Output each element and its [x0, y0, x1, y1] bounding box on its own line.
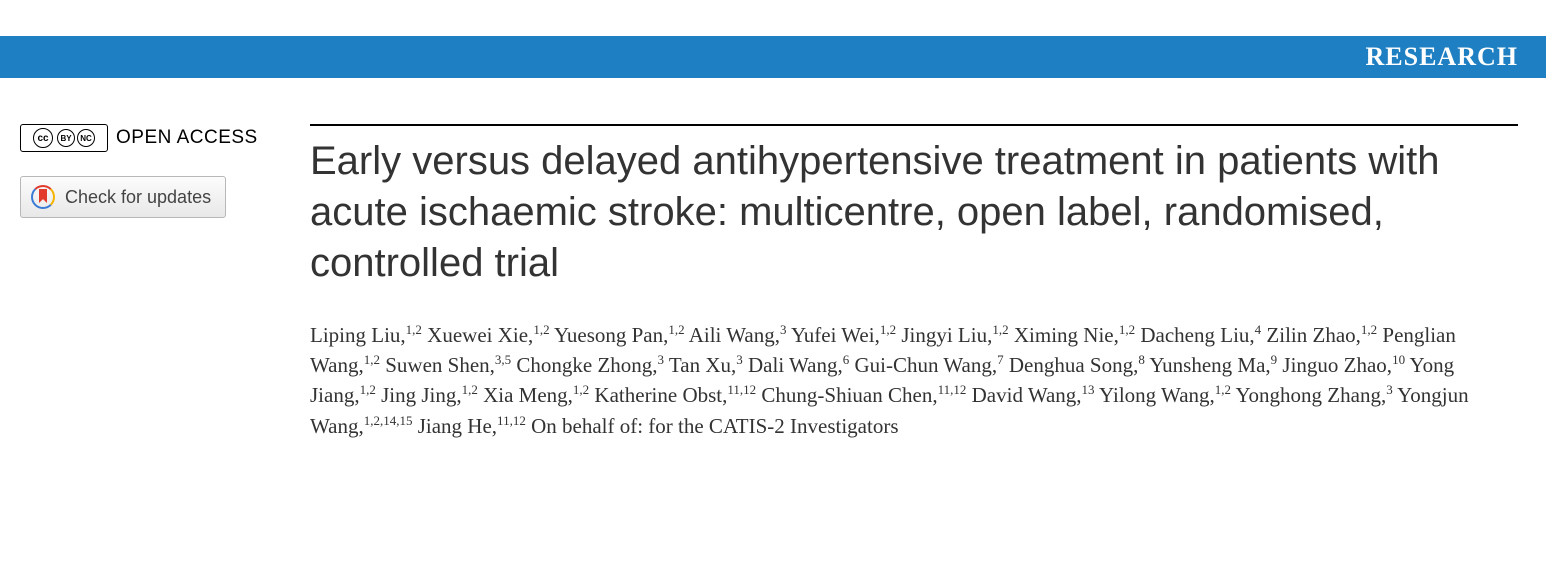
content-row: cc BY NC OPEN ACCESS Check for updates E…: [0, 78, 1546, 441]
cc-icon: cc: [33, 128, 53, 148]
article-title: Early versus delayed antihypertensive tr…: [310, 136, 1518, 290]
cc-badge-icon: cc BY NC: [20, 124, 108, 152]
sidebar: cc BY NC OPEN ACCESS Check for updates: [20, 124, 290, 441]
check-updates-label: Check for updates: [65, 187, 211, 208]
cc-by-icon: BY: [57, 129, 75, 147]
check-updates-button[interactable]: Check for updates: [20, 176, 226, 218]
open-access-row: cc BY NC OPEN ACCESS: [20, 124, 290, 152]
section-banner: RESEARCH: [0, 36, 1546, 78]
article-main: Early versus delayed antihypertensive tr…: [310, 124, 1518, 441]
cc-nc-icon: NC: [77, 129, 95, 147]
author-list: Liping Liu,1,2 Xuewei Xie,1,2 Yuesong Pa…: [310, 320, 1518, 442]
section-label: RESEARCH: [1366, 42, 1518, 72]
open-access-label: OPEN ACCESS: [116, 127, 258, 149]
cc-terms: BY NC: [57, 129, 95, 147]
crossmark-icon: [31, 185, 55, 209]
